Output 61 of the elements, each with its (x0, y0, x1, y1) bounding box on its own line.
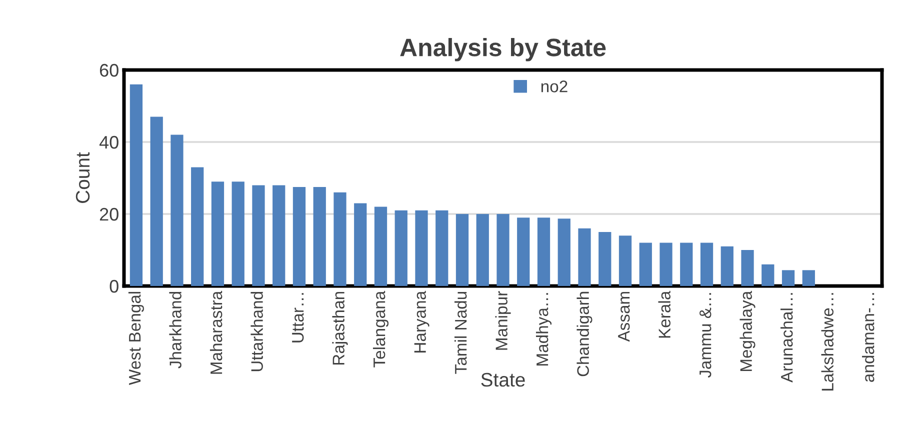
y-tick-label: 0 (110, 280, 118, 293)
x-tick-label: Meghalaya (740, 290, 756, 372)
bar (232, 182, 244, 286)
bar (150, 116, 163, 286)
bar (456, 214, 469, 286)
x-tick-label: Chandigarh (576, 292, 592, 376)
bar (517, 218, 530, 286)
bar (191, 167, 204, 286)
bar (639, 242, 652, 286)
x-tick-label: Kerala (658, 290, 670, 338)
bar (394, 210, 408, 286)
x-tick-label: Madhya… (536, 293, 552, 366)
x-tick-label: Maharastra (210, 290, 222, 374)
bar (476, 214, 489, 286)
bar (170, 134, 184, 286)
x-tick-label: Haryana (414, 290, 430, 352)
x-tick-label: Uttarkhand (250, 292, 263, 372)
bar (252, 185, 265, 286)
bar (741, 250, 754, 286)
bar (558, 218, 570, 286)
y-axis-title: Count (76, 152, 90, 203)
x-tick-label: andaman-… (862, 293, 874, 382)
bar (782, 270, 795, 286)
legend-label: no2 (541, 80, 568, 92)
bar (130, 84, 143, 286)
x-tick-label: Jammu &… (700, 293, 712, 378)
bar (272, 185, 286, 286)
bar (537, 218, 550, 286)
x-tick-label: Uttar… (292, 293, 304, 342)
bar (354, 203, 367, 286)
bar (700, 242, 714, 286)
bar (578, 228, 591, 286)
bar (802, 270, 815, 286)
bar (211, 182, 224, 286)
bar (374, 206, 388, 286)
bar (660, 242, 672, 286)
bar (292, 187, 306, 286)
y-tick-label: 20 (100, 208, 118, 221)
x-axis-title: State (481, 372, 525, 387)
bar (496, 214, 510, 286)
x-tick-label: Jharkhand (169, 292, 182, 368)
x-tick-label: Tamil Nadu (454, 292, 467, 374)
y-tick-label: 40 (99, 136, 118, 149)
x-tick-label: Arunachal… (780, 293, 793, 383)
bar (334, 192, 346, 286)
y-tick-label: 60 (100, 64, 118, 77)
bar (680, 242, 693, 286)
chart-title: Analysis by State (400, 38, 606, 62)
bar (313, 187, 326, 286)
x-tick-label: Assam (618, 292, 630, 342)
x-tick-label: Rajasthan (332, 292, 348, 365)
x-tick-label: Manipur (495, 291, 511, 350)
bar (762, 264, 774, 286)
x-tick-label: Telangana (372, 290, 389, 368)
bar (720, 246, 734, 286)
bar (618, 236, 632, 286)
x-tick-label: Lakshadwe… (821, 293, 834, 390)
x-tick-label: West Bengal (128, 292, 144, 385)
bar (598, 232, 612, 286)
bar (436, 210, 448, 286)
bar (415, 210, 428, 286)
